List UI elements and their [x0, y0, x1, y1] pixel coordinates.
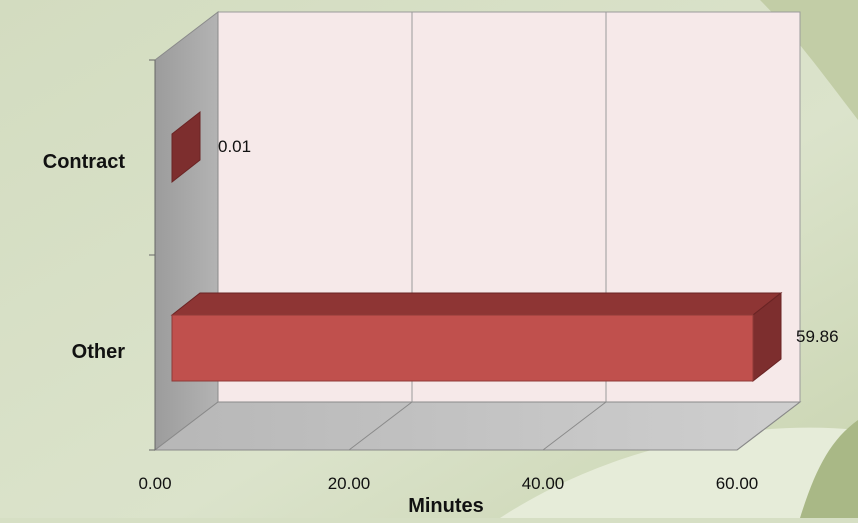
- bar-other: [171, 314, 754, 382]
- x-tick-label: 60.00: [716, 474, 759, 493]
- floor-gridline: [542, 401, 607, 451]
- x-tick-label: 0.00: [138, 474, 171, 493]
- floor-gridlines: [348, 401, 801, 451]
- floor: [153, 401, 802, 451]
- x-tick-label: 20.00: [328, 474, 371, 493]
- data-label-other: 59.86: [796, 327, 839, 346]
- x-tick-labels: 0.00 20.00 40.00 60.00: [138, 474, 758, 493]
- bar-contract: [171, 110, 201, 184]
- category-label-contract: Contract: [43, 151, 126, 173]
- floor-gridline: [348, 401, 413, 451]
- x-axis-title: Minutes: [408, 495, 484, 517]
- side-wall: [154, 10, 219, 452]
- category-label-other: Other: [72, 341, 126, 363]
- background-swoosh-light: [500, 427, 858, 518]
- bar-other-top: [170, 292, 783, 316]
- data-label-contract: 0.01: [218, 137, 251, 156]
- bars: 0.01 59.86: [170, 110, 839, 383]
- background-swoosh-dark: [800, 420, 858, 518]
- x-tick-label: 40.00: [522, 474, 565, 493]
- background-swoosh-top: [760, 0, 858, 120]
- floor-gridline: [736, 401, 801, 451]
